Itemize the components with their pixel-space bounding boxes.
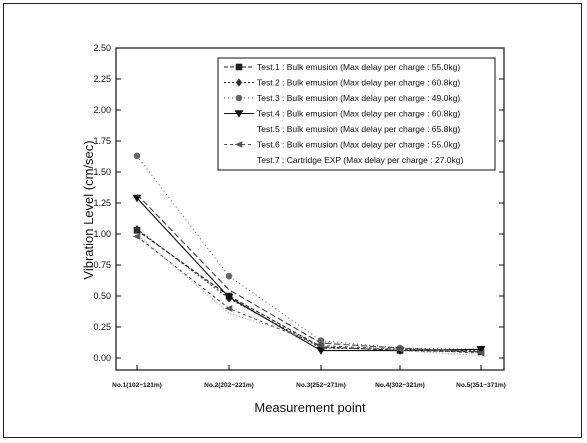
y-tick-label: 1.00 <box>93 229 111 239</box>
y-tick-label: 1.50 <box>93 167 111 177</box>
x-tick-label: No.5(351~371m) <box>456 382 506 389</box>
y-tick-label: 1.25 <box>93 198 111 208</box>
data-point <box>224 293 234 302</box>
legend-label: Test.4 : Bulk emusion (Max delay per cha… <box>257 109 460 119</box>
data-point <box>133 152 141 160</box>
data-point <box>235 63 243 71</box>
y-tick-label: 0.75 <box>93 260 111 270</box>
data-point <box>316 347 326 355</box>
data-point <box>235 94 243 102</box>
y-axis-ticks: 0.00 0.25 0.50 0.75 1.00 1.25 1.50 1.75 2.00 2.25… <box>93 43 504 363</box>
legend-box <box>217 57 496 171</box>
series-3 <box>133 152 485 353</box>
data-point <box>395 346 404 353</box>
x-tick-label: No.2(202~221m) <box>204 382 254 389</box>
x-tick-label: No.1(102~121m) <box>112 382 162 389</box>
y-tick-label: 2.00 <box>93 105 111 115</box>
series-line <box>136 155 482 350</box>
series-1 <box>133 226 485 356</box>
data-point <box>476 349 485 357</box>
legend-label: Test.6 : Bulk emusion (Max delay per cha… <box>257 140 460 150</box>
y-tick-label: 1.75 <box>93 136 111 146</box>
legend-label: Test.1 : Bulk emusion (Max delay per cha… <box>257 62 460 72</box>
series-line <box>136 233 482 357</box>
figure-frame <box>3 3 582 438</box>
legend: Test.1 : Bulk emusion (Max delay per cha… <box>217 57 496 171</box>
data-point <box>235 78 243 87</box>
series-line <box>136 197 482 352</box>
data-point <box>476 346 486 354</box>
data-point <box>234 141 243 148</box>
series-line <box>136 193 482 353</box>
y-axis-title: Vibration Level (cm/sec) <box>81 140 96 279</box>
series-layer <box>132 152 486 357</box>
y-tick-label: 0.00 <box>93 353 111 363</box>
y-tick-label: 2.50 <box>93 43 111 53</box>
plot-area <box>115 47 505 371</box>
series-6 <box>132 233 485 357</box>
legend-label: Test.7 : Cartridge EXP (Max delay per ch… <box>257 155 463 165</box>
y-tick-label: 2.25 <box>93 74 111 84</box>
x-tick-label: No.3(252~271m) <box>296 382 346 389</box>
data-point <box>225 272 233 280</box>
data-point <box>133 225 141 234</box>
y-tick-label: 0.25 <box>93 322 111 332</box>
legend-label: Test.5 : Bulk emusion (Max delay per cha… <box>257 124 460 134</box>
series-5 <box>136 193 482 353</box>
x-axis-title: Measurement point <box>254 400 366 415</box>
legend-label: Test.2 : Bulk emusion (Max delay per cha… <box>257 78 460 88</box>
data-point <box>316 342 325 349</box>
data-point <box>132 233 141 240</box>
series-7 <box>136 233 482 357</box>
y-tick-label: 0.50 <box>93 291 111 301</box>
data-point <box>234 110 244 118</box>
x-tick-label: No.4(302~321m) <box>375 382 425 389</box>
series-2 <box>133 225 485 355</box>
legend-label: Test.3 : Bulk emusion (Max delay per cha… <box>257 93 460 103</box>
x-axis-ticks: No.1(102~121m) No.2(202~221m) No.3(252~271… <box>112 365 506 389</box>
data-point <box>224 305 233 312</box>
